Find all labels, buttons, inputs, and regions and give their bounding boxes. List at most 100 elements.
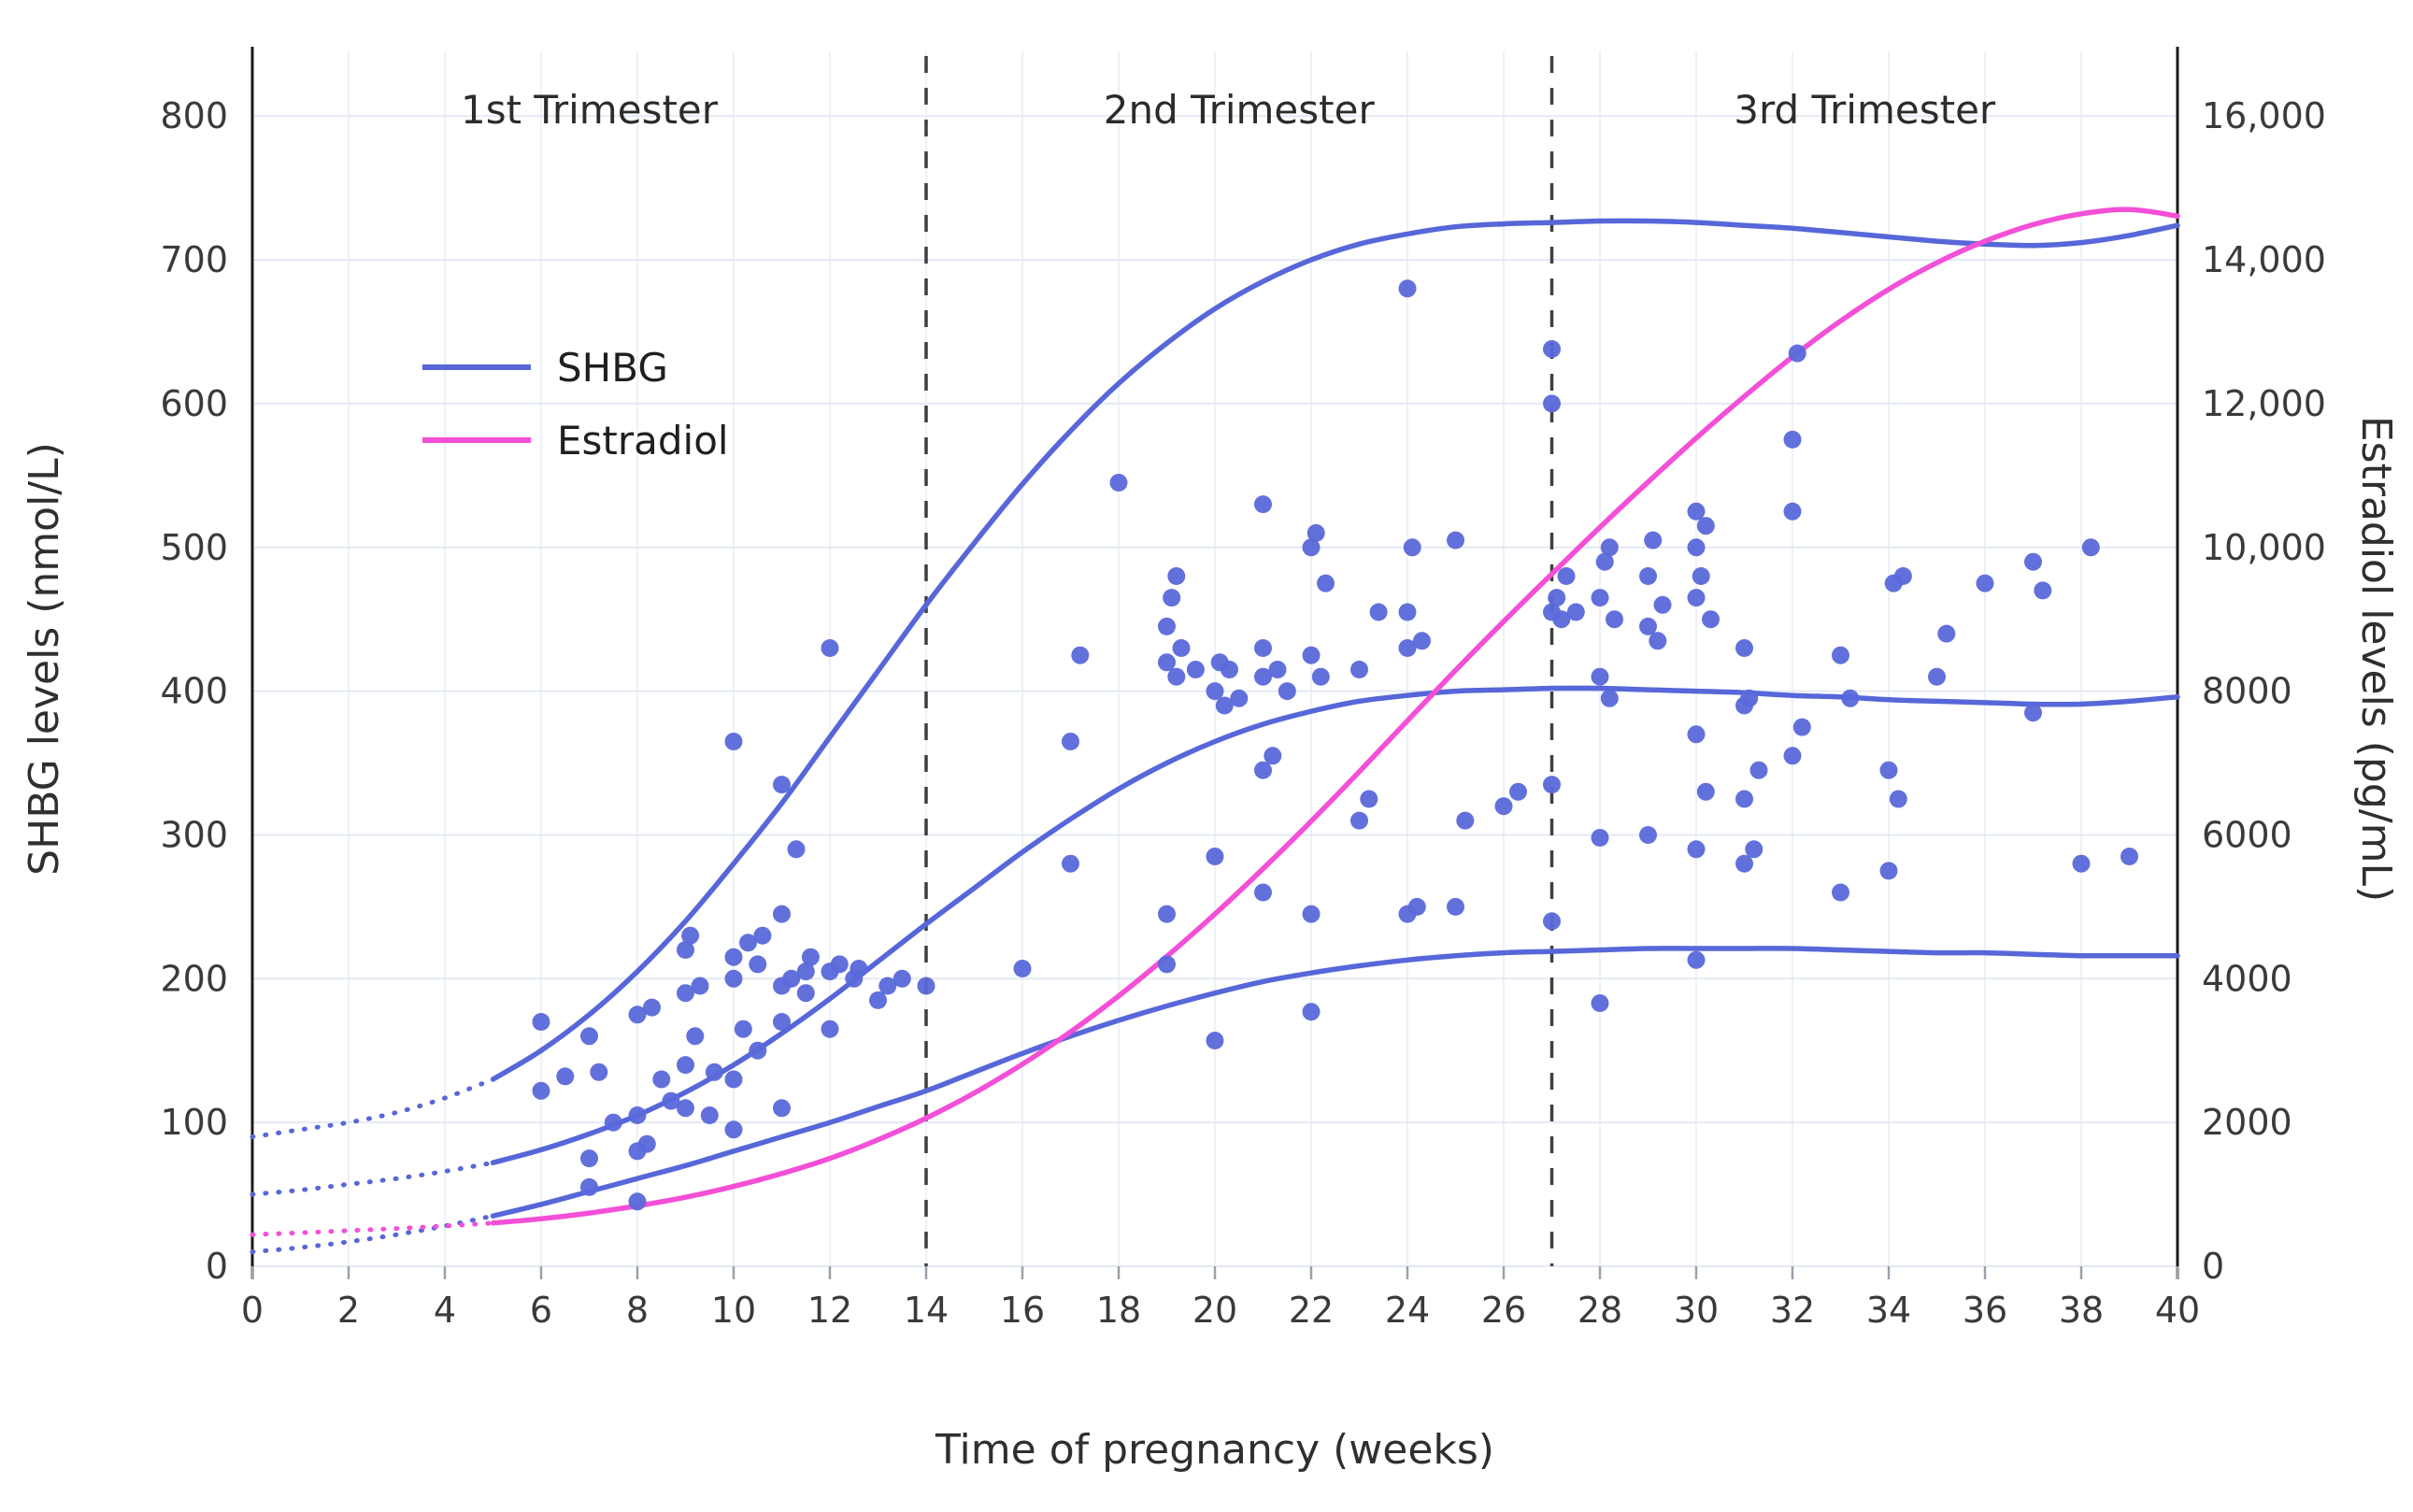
y-right-tick-label: 10,000 xyxy=(2202,527,2326,568)
data-point xyxy=(1543,776,1561,794)
data-point xyxy=(1735,854,1753,873)
data-point xyxy=(1062,854,1079,873)
data-point xyxy=(1369,603,1388,621)
data-point xyxy=(1206,1032,1224,1049)
data-point xyxy=(580,1177,598,1196)
data-point xyxy=(1639,567,1657,585)
data-point xyxy=(1254,883,1272,902)
data-point xyxy=(1893,567,1912,585)
data-point xyxy=(580,1027,598,1046)
data-point xyxy=(1976,574,1994,592)
data-point xyxy=(1696,782,1715,801)
data-point xyxy=(1548,589,1566,607)
x-tick-label: 24 xyxy=(1385,1290,1430,1331)
data-point xyxy=(1109,474,1128,492)
data-point xyxy=(628,1192,647,1211)
x-tick-label: 2 xyxy=(337,1290,360,1331)
y-axis-left-title: SHBG levels (nmol/L) xyxy=(21,442,68,876)
data-point xyxy=(1783,502,1802,521)
x-tick-label: 36 xyxy=(1963,1290,2007,1331)
data-point xyxy=(1687,589,1706,607)
data-point xyxy=(1206,682,1224,701)
y-left-tick-label: 200 xyxy=(160,958,228,999)
data-point xyxy=(1792,718,1811,736)
data-point xyxy=(1653,595,1672,614)
data-point xyxy=(801,948,820,966)
y-left-tick-label: 400 xyxy=(160,671,228,712)
data-point xyxy=(1591,667,1609,686)
data-point xyxy=(1600,538,1619,557)
data-point xyxy=(850,960,868,977)
data-point xyxy=(1407,897,1426,916)
data-point xyxy=(749,1041,767,1060)
gridlines xyxy=(251,51,2178,1267)
data-point xyxy=(724,969,743,988)
data-point xyxy=(1398,279,1417,298)
x-tick-label: 40 xyxy=(2155,1290,2200,1331)
y-left-tick-label: 500 xyxy=(160,527,228,568)
y-axis-right-title: Estradiol levels (pg/mL) xyxy=(2352,416,2400,902)
x-tick-label: 14 xyxy=(904,1290,949,1331)
data-point xyxy=(724,733,743,750)
shbg-upper-curve-dotted xyxy=(250,1077,495,1139)
shbg-upper-curve xyxy=(490,218,2180,1082)
data-point xyxy=(892,969,911,988)
data-point xyxy=(821,1020,839,1038)
data-point xyxy=(2081,538,2100,557)
y-right-tick-label: 16,000 xyxy=(2202,95,2326,136)
data-point xyxy=(1543,603,1561,621)
x-tick-label: 20 xyxy=(1192,1290,1237,1331)
data-point xyxy=(1167,567,1186,585)
data-point xyxy=(1591,589,1609,607)
data-point xyxy=(1317,574,1335,592)
data-point xyxy=(677,1056,694,1075)
data-point xyxy=(1071,646,1090,664)
data-point xyxy=(1928,667,1946,686)
y-left-tick-label: 600 xyxy=(160,383,228,424)
data-point xyxy=(1879,862,1898,880)
y-axis-left-tick-labels: 0 100 200 300 400 500 600 700 800 xyxy=(160,95,228,1287)
data-point xyxy=(1254,495,1272,514)
data-point xyxy=(662,1091,680,1110)
data-point xyxy=(1735,639,1753,657)
data-point xyxy=(1749,761,1768,779)
data-point xyxy=(724,948,743,966)
data-point xyxy=(1494,797,1513,816)
data-point xyxy=(1254,761,1272,779)
data-point xyxy=(1167,667,1186,686)
x-tick-label: 4 xyxy=(434,1290,456,1331)
y-right-tick-label: 8000 xyxy=(2202,671,2292,712)
data-point xyxy=(1639,826,1657,844)
data-point xyxy=(677,1099,694,1118)
data-point xyxy=(1264,747,1282,765)
data-point xyxy=(1687,725,1706,744)
data-point xyxy=(1687,502,1706,521)
estradiol-curve-dotted xyxy=(250,1220,495,1237)
data-point xyxy=(1268,661,1287,678)
data-point xyxy=(1788,344,1806,363)
trimester-label-3: 3rd Trimester xyxy=(1734,87,1996,133)
data-point xyxy=(796,963,815,981)
data-point xyxy=(580,1149,598,1168)
data-point xyxy=(1158,653,1176,672)
data-point xyxy=(1013,960,1032,977)
data-point xyxy=(677,941,694,959)
x-tick-label: 28 xyxy=(1578,1290,1622,1331)
data-point xyxy=(686,1027,705,1046)
data-point xyxy=(643,998,661,1017)
data-point xyxy=(2024,704,2042,722)
data-point xyxy=(1163,589,1181,607)
data-point xyxy=(2072,854,2091,873)
shbg-median-curve xyxy=(490,685,2180,1165)
data-point xyxy=(724,1070,743,1089)
data-point xyxy=(1413,632,1431,650)
y-left-tick-label: 300 xyxy=(160,814,228,855)
data-point xyxy=(1783,747,1802,765)
data-point xyxy=(1254,639,1272,657)
data-point xyxy=(787,840,806,859)
data-point xyxy=(739,934,757,952)
data-point xyxy=(1254,667,1272,686)
data-point xyxy=(1215,696,1234,715)
x-tick-label: 10 xyxy=(711,1290,756,1331)
y-right-tick-label: 4000 xyxy=(2202,958,2292,999)
